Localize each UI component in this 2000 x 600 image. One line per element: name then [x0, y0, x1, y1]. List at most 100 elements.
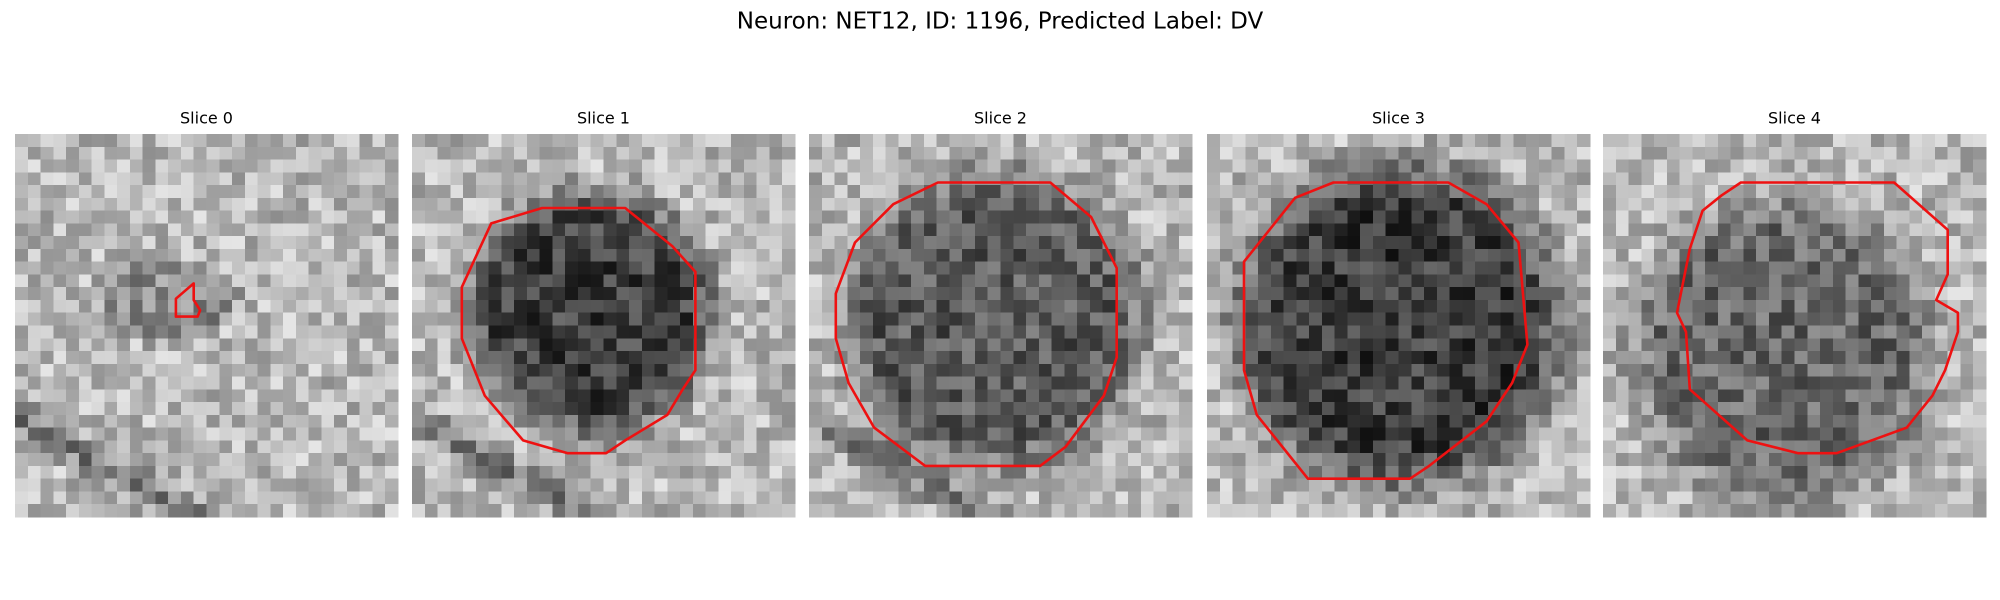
pixel — [1551, 478, 1566, 493]
pixel — [1947, 248, 1962, 263]
pixel — [1526, 491, 1540, 505]
pixel — [1794, 440, 1808, 454]
pixel — [142, 172, 157, 186]
pixel — [1692, 440, 1706, 454]
pixel — [1038, 376, 1053, 390]
pixel — [1153, 389, 1168, 403]
pixel — [1232, 389, 1246, 403]
pixel — [565, 274, 579, 288]
pixel — [1947, 236, 1962, 250]
pixel — [1051, 159, 1065, 173]
pixel — [1679, 427, 1693, 441]
pixel — [1424, 236, 1438, 250]
pixel — [346, 146, 361, 161]
pixel — [1462, 478, 1476, 493]
pixel — [821, 414, 836, 429]
pixel — [424, 453, 439, 467]
pixel — [488, 478, 502, 493]
pixel — [142, 414, 157, 429]
pixel — [155, 159, 169, 173]
pixel — [1794, 210, 1808, 224]
pixel — [885, 312, 899, 327]
pixel — [206, 338, 220, 352]
pixel — [885, 274, 899, 288]
pixel — [1577, 440, 1591, 454]
pixel — [270, 325, 284, 339]
pixel — [629, 363, 643, 378]
pixel — [1538, 223, 1553, 237]
pixel — [1309, 236, 1323, 250]
pixel — [450, 261, 464, 276]
pixel — [974, 504, 989, 518]
pixel — [463, 185, 477, 199]
pixel — [142, 465, 157, 480]
pixel — [1219, 159, 1234, 173]
pixel — [590, 351, 605, 365]
pixel — [987, 402, 1002, 416]
pixel — [1089, 236, 1104, 250]
pixel — [680, 274, 694, 288]
pixel — [53, 363, 67, 378]
pixel — [782, 465, 796, 480]
pixel — [1820, 376, 1834, 390]
pixel — [78, 159, 93, 173]
pixel — [244, 465, 259, 480]
pixel — [66, 236, 80, 250]
pixel — [15, 389, 29, 403]
pixel — [257, 325, 271, 339]
pixel — [1807, 453, 1821, 467]
pixel — [1603, 351, 1617, 365]
pixel — [911, 363, 925, 378]
pixel — [565, 210, 579, 224]
pixel — [1347, 363, 1361, 378]
pixel — [539, 491, 554, 505]
pixel — [219, 325, 233, 339]
pixel — [1768, 248, 1783, 263]
pixel — [501, 274, 515, 288]
pixel — [1102, 287, 1116, 301]
pixel — [1207, 325, 1221, 339]
pixel — [987, 287, 1002, 301]
pixel — [1781, 197, 1796, 212]
pixel — [346, 172, 361, 186]
pixel — [1654, 427, 1668, 441]
pixel — [936, 427, 951, 441]
pixel — [1360, 402, 1374, 416]
pixel — [1166, 312, 1180, 327]
pixel — [155, 274, 169, 288]
pixel — [475, 172, 490, 186]
pixel — [1398, 325, 1412, 339]
pixel — [743, 274, 758, 288]
pixel — [1424, 185, 1438, 199]
pixel — [526, 223, 541, 237]
pixel — [295, 478, 310, 493]
pixel — [1960, 159, 1974, 173]
pixel — [1717, 478, 1732, 493]
pixel — [142, 427, 157, 441]
pixel — [667, 159, 681, 173]
pixel — [372, 159, 386, 173]
pixel — [962, 478, 976, 493]
pixel — [334, 402, 348, 416]
pixel — [667, 376, 681, 390]
pixel — [1743, 197, 1757, 212]
pixel — [680, 351, 694, 365]
pixel — [1641, 299, 1655, 314]
pixel — [1321, 491, 1336, 505]
pixel — [911, 504, 925, 518]
pixel — [616, 325, 630, 339]
pixel — [257, 338, 271, 352]
pixel — [1219, 146, 1234, 161]
pixel — [117, 248, 131, 263]
pixel — [1128, 414, 1142, 429]
pixel — [488, 325, 502, 339]
pixel — [1960, 312, 1974, 327]
pixel — [1896, 402, 1910, 416]
pixel — [718, 197, 732, 212]
pixel — [911, 261, 925, 276]
pixel — [1051, 299, 1065, 314]
pixel — [1334, 185, 1349, 199]
pixel — [1820, 465, 1834, 480]
pixel — [743, 197, 758, 212]
pixel — [860, 440, 874, 454]
